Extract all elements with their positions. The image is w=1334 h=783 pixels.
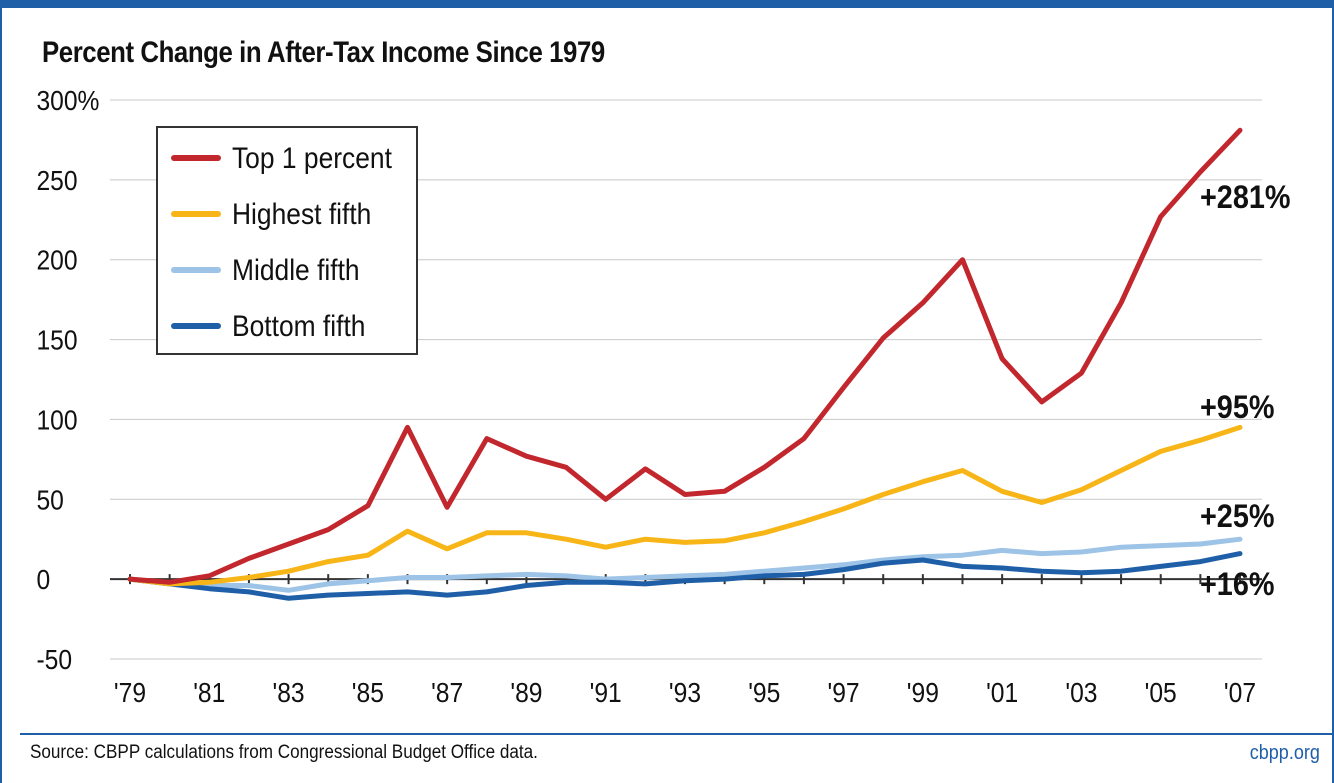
y-axis-tick-labels: -50 0 50 100 150 200 250 300% (36, 85, 99, 676)
end-label: +281% (1200, 180, 1290, 216)
series-line-top-1-percent (127, 127, 1243, 585)
x-tick-label: '03 (1065, 677, 1097, 709)
series-lines (127, 127, 1243, 601)
x-tick-label: '85 (352, 677, 384, 709)
x-tick-label: '81 (193, 677, 225, 709)
series-line-bottom-fifth (127, 551, 1243, 601)
x-tick-label: '01 (986, 677, 1018, 709)
legend-label: Middle fifth (232, 252, 360, 286)
end-label: +95% (1200, 390, 1274, 426)
x-tick-label: '93 (669, 677, 701, 709)
legend-box (156, 126, 418, 355)
y-tick-label: 100 (36, 404, 77, 436)
y-tick-label: 50 (36, 484, 63, 516)
y-tick-label: 0 (36, 564, 50, 596)
chart-title: Percent Change in After-Tax Income Since… (42, 36, 605, 69)
x-tick-label: '07 (1224, 677, 1256, 709)
x-tick-label: '83 (273, 677, 305, 709)
x-axis: '79 '81 '83 '85 '87 '89 '91 '93 '95 '97 '99 '01 '03 '… (110, 574, 1262, 708)
y-tick-label: -50 (36, 644, 72, 676)
end-label: +25% (1200, 499, 1274, 535)
x-tick-label: '99 (907, 677, 939, 709)
y-tick-label: 150 (36, 324, 77, 356)
legend-label: Top 1 percent (232, 140, 392, 174)
series-line-highest-fifth (127, 424, 1243, 587)
legend-label: Bottom fifth (232, 308, 365, 342)
x-tick-label: '95 (748, 677, 780, 709)
x-tick-label: '05 (1145, 677, 1177, 709)
y-tick-label: 250 (36, 164, 77, 196)
legend-label: Highest fifth (232, 196, 371, 230)
end-label: +16% (1200, 567, 1274, 603)
y-tick-label: 300% (36, 85, 99, 117)
footer-divider (20, 733, 1334, 735)
x-tick-label: '79 (114, 677, 146, 709)
x-tick-label: '89 (510, 677, 542, 709)
x-tick-label: '87 (431, 677, 463, 709)
end-value-labels: +281% +95% +25% +16% (1200, 180, 1290, 603)
y-tick-label: 200 (36, 244, 77, 276)
x-tick-label: '91 (590, 677, 622, 709)
x-tick-label: '97 (828, 677, 860, 709)
source-note: Source: CBPP calculations from Congressi… (30, 742, 538, 763)
site-link[interactable]: cbpp.org (1249, 742, 1320, 764)
series-line-middle-fifth (127, 536, 1243, 593)
legend: Top 1 percent Highest fifth Middle fifth Bo… (156, 126, 418, 355)
